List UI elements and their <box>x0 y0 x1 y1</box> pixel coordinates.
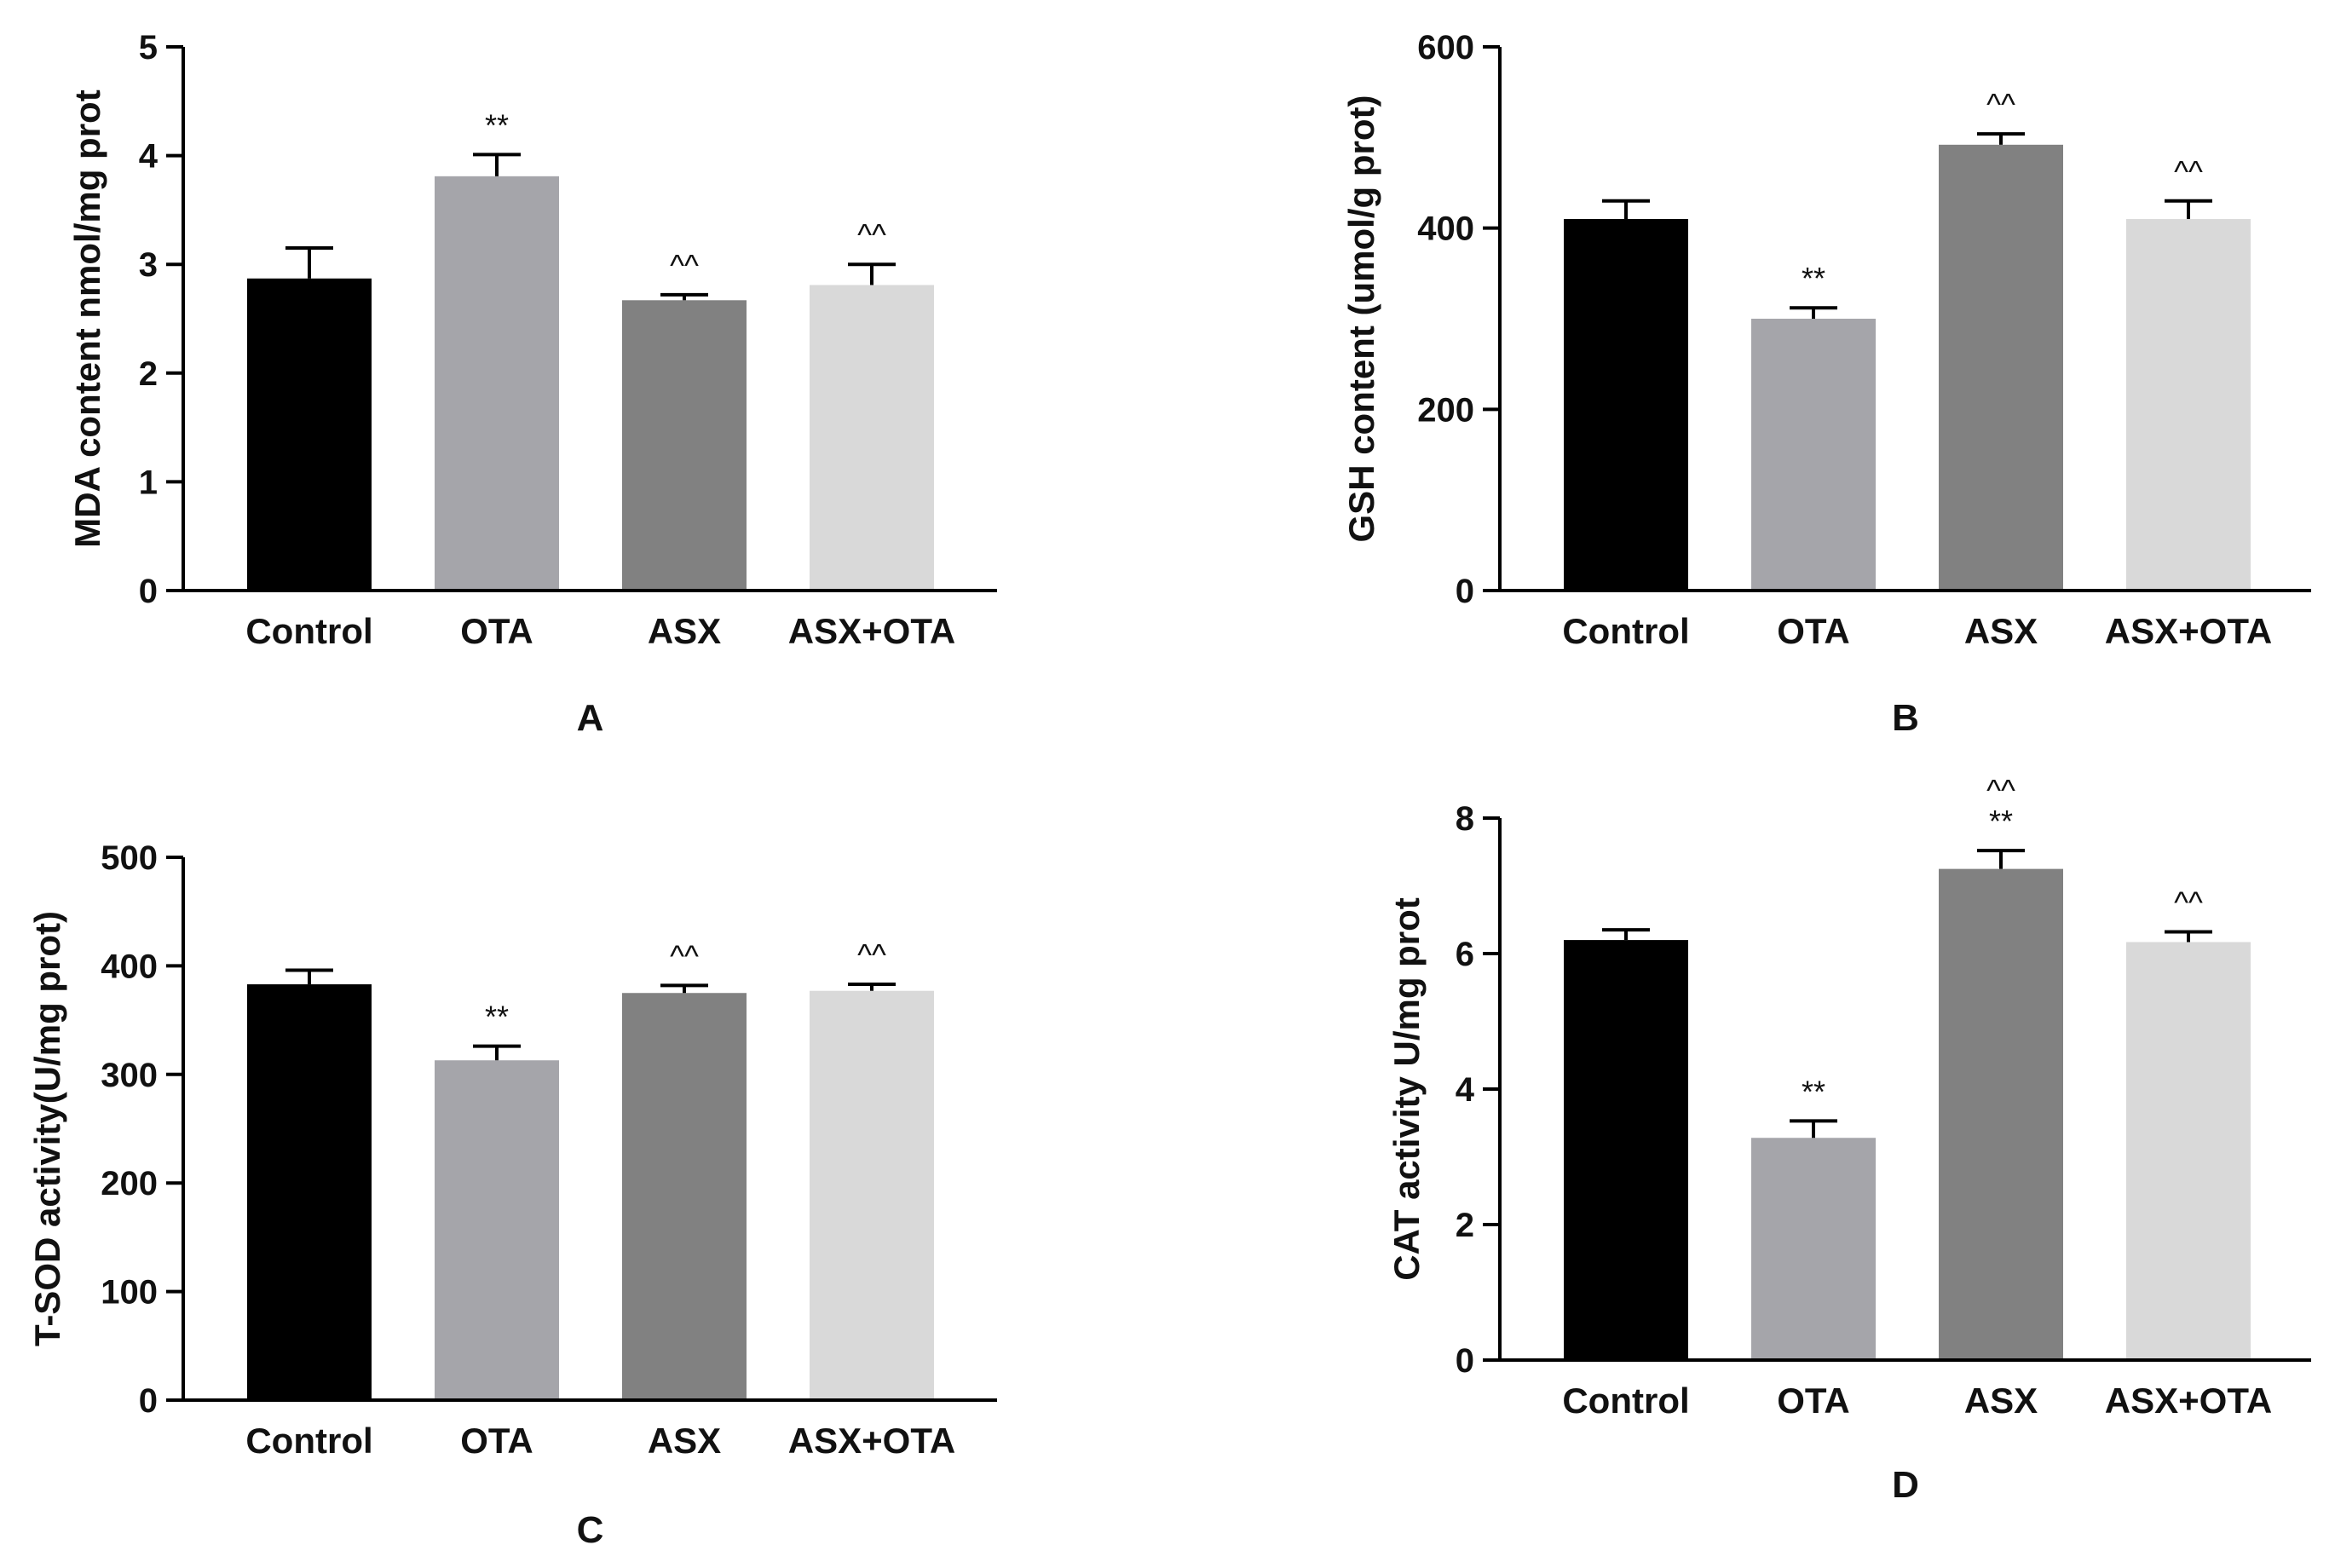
significance-label: ** <box>485 1000 509 1035</box>
x-tick-label: OTA <box>1777 611 1850 651</box>
x-tick-label: Control <box>245 1421 372 1461</box>
y-tick-label: 500 <box>101 839 158 877</box>
x-tick-label: OTA <box>1777 1381 1850 1421</box>
panel-b: Control ** OTA ^^ ASX ^^ ASX+OTA 0 200 400 600 GSH … <box>1341 29 2311 739</box>
panel-c: Control ** OTA ^^ ASX ^^ ASX+OTA 0 100 200 300 400 5… <box>27 839 997 1551</box>
bar <box>1751 319 1876 591</box>
x-tick-label: ASX+OTA <box>2105 1381 2272 1421</box>
significance-label: ** <box>1802 1074 1825 1109</box>
y-axis-label: MDA content nmol/mg prot <box>67 89 107 547</box>
y-tick-label: 100 <box>101 1274 158 1311</box>
bar <box>2126 219 2251 591</box>
significance-label: ^^ <box>670 248 699 283</box>
panel-label: A <box>577 697 604 739</box>
bar <box>435 176 559 591</box>
bar <box>810 990 934 1400</box>
y-axis-label: CAT activity U/mg prot <box>1387 897 1427 1281</box>
y-tick-label: 2 <box>139 355 158 393</box>
x-tick-label: Control <box>1562 1381 1689 1421</box>
x-tick-label: ASX+OTA <box>788 1421 955 1461</box>
y-tick-label: 1 <box>139 464 158 501</box>
y-tick-label: 4 <box>139 138 159 176</box>
bar <box>247 984 372 1400</box>
y-tick-label: 300 <box>101 1057 158 1094</box>
y-axis-label: GSH content (umol/g prot) <box>1341 95 1381 543</box>
y-axis-label: T-SOD activity(U/mg prot) <box>27 911 67 1346</box>
panel-label: C <box>577 1509 604 1551</box>
y-tick-label: 600 <box>1417 29 1474 66</box>
x-tick-label: Control <box>245 611 372 651</box>
significance-label: ^^ <box>857 217 886 252</box>
bar <box>1939 868 2063 1360</box>
y-tick-label: 0 <box>139 1382 158 1420</box>
significance-label: ^^ <box>2174 154 2203 189</box>
bar <box>810 285 934 591</box>
x-tick-label: ASX+OTA <box>788 611 955 651</box>
significance-label: ** <box>1802 261 1825 296</box>
significance-label: ^^ <box>2174 885 2203 920</box>
y-tick-label: 5 <box>139 29 158 66</box>
significance-label: ^^ <box>857 937 886 972</box>
bar <box>1564 940 1688 1360</box>
x-tick-label: Control <box>1562 611 1689 651</box>
y-tick-label: 2 <box>1456 1207 1474 1244</box>
y-tick-label: 6 <box>1456 936 1474 973</box>
y-tick-label: 4 <box>1456 1071 1475 1109</box>
bar <box>435 1060 559 1400</box>
y-tick-label: 3 <box>139 246 158 284</box>
y-tick-label: 0 <box>139 573 158 610</box>
panel-a: Control ** OTA ^^ ASX ^^ ASX+OTA 0 1 2 3 4 5 MDA cont… <box>67 29 997 739</box>
y-tick-label: 0 <box>1456 573 1474 610</box>
bar <box>1939 144 2063 591</box>
y-tick-label: 0 <box>1456 1342 1474 1380</box>
panel-label: B <box>1892 697 1919 739</box>
bar <box>1564 219 1688 591</box>
bar <box>1751 1138 1876 1360</box>
significance-label: ^^ <box>670 938 699 973</box>
significance-label: ** <box>1989 804 2013 839</box>
y-tick-label: 400 <box>1417 210 1474 248</box>
bar <box>2126 942 2251 1360</box>
significance-label: ^^ <box>1986 87 2015 122</box>
bar <box>622 300 747 591</box>
y-tick-label: 400 <box>101 948 158 985</box>
x-tick-label: ASX <box>1964 1381 2038 1421</box>
y-tick-label: 200 <box>1417 391 1474 429</box>
bar <box>622 993 747 1400</box>
bar <box>247 278 372 591</box>
x-tick-label: OTA <box>460 611 533 651</box>
x-tick-label: ASX+OTA <box>2105 611 2272 651</box>
significance-label: ^^ <box>1986 773 2015 808</box>
significance-label: ** <box>485 107 509 142</box>
y-tick-label: 8 <box>1456 800 1474 838</box>
x-tick-label: ASX <box>1964 611 2038 651</box>
x-tick-label: ASX <box>648 1421 721 1461</box>
y-tick-label: 200 <box>101 1165 158 1202</box>
x-tick-label: OTA <box>460 1421 533 1461</box>
panel-label: D <box>1892 1464 1919 1506</box>
x-tick-label: ASX <box>648 611 721 651</box>
